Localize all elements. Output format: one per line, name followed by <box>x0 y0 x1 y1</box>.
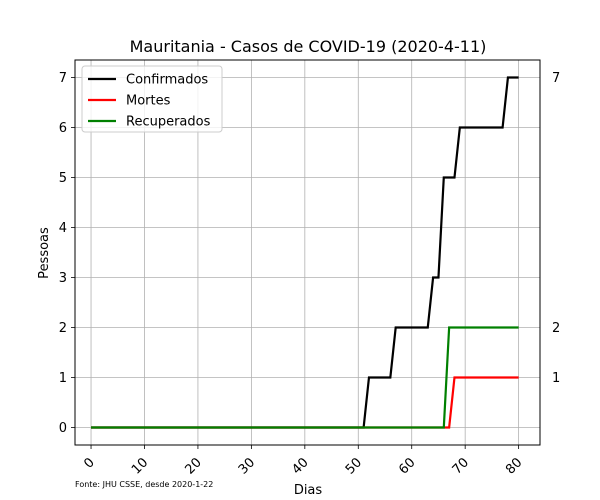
plot-frame <box>74 59 541 446</box>
y-tick-label: 2 <box>59 321 67 336</box>
legend-label-confirmados: Confirmados <box>126 73 208 88</box>
chart-title: Mauritania - Casos de COVID-19 (2020-4-1… <box>130 37 487 56</box>
y-tick-label: 5 <box>59 171 67 186</box>
y-tick-label: 4 <box>59 221 67 236</box>
y-axis-label: Pessoas <box>37 227 52 279</box>
series-line-confirmados <box>91 76 519 429</box>
legend: Confirmados Mortes Recuperados <box>81 65 223 133</box>
y-tick-label: 0 <box>59 421 67 436</box>
y-tick-label: 1 <box>59 371 67 386</box>
legend-label-mortes: Mortes <box>126 94 171 109</box>
x-axis-label: Dias <box>294 483 323 498</box>
series-line-recuperados <box>91 326 519 429</box>
legend-box <box>81 65 223 133</box>
y-tick-label: 7 <box>59 71 67 86</box>
end-value-label: 2 <box>552 321 560 336</box>
end-value-label: 7 <box>552 71 560 86</box>
end-value-label: 1 <box>552 371 560 386</box>
series-lines <box>91 76 519 429</box>
source-note: Fonte: JHU CSSE, desde 2020-1-22 <box>75 480 213 489</box>
end-value-labels: 7 2 1 <box>552 71 560 386</box>
y-axis-ticks: 0 1 2 3 4 5 6 7 <box>59 71 75 436</box>
y-tick-label: 6 <box>59 121 67 136</box>
legend-label-recuperados: Recuperados <box>126 115 211 130</box>
y-tick-label: 3 <box>59 271 67 286</box>
